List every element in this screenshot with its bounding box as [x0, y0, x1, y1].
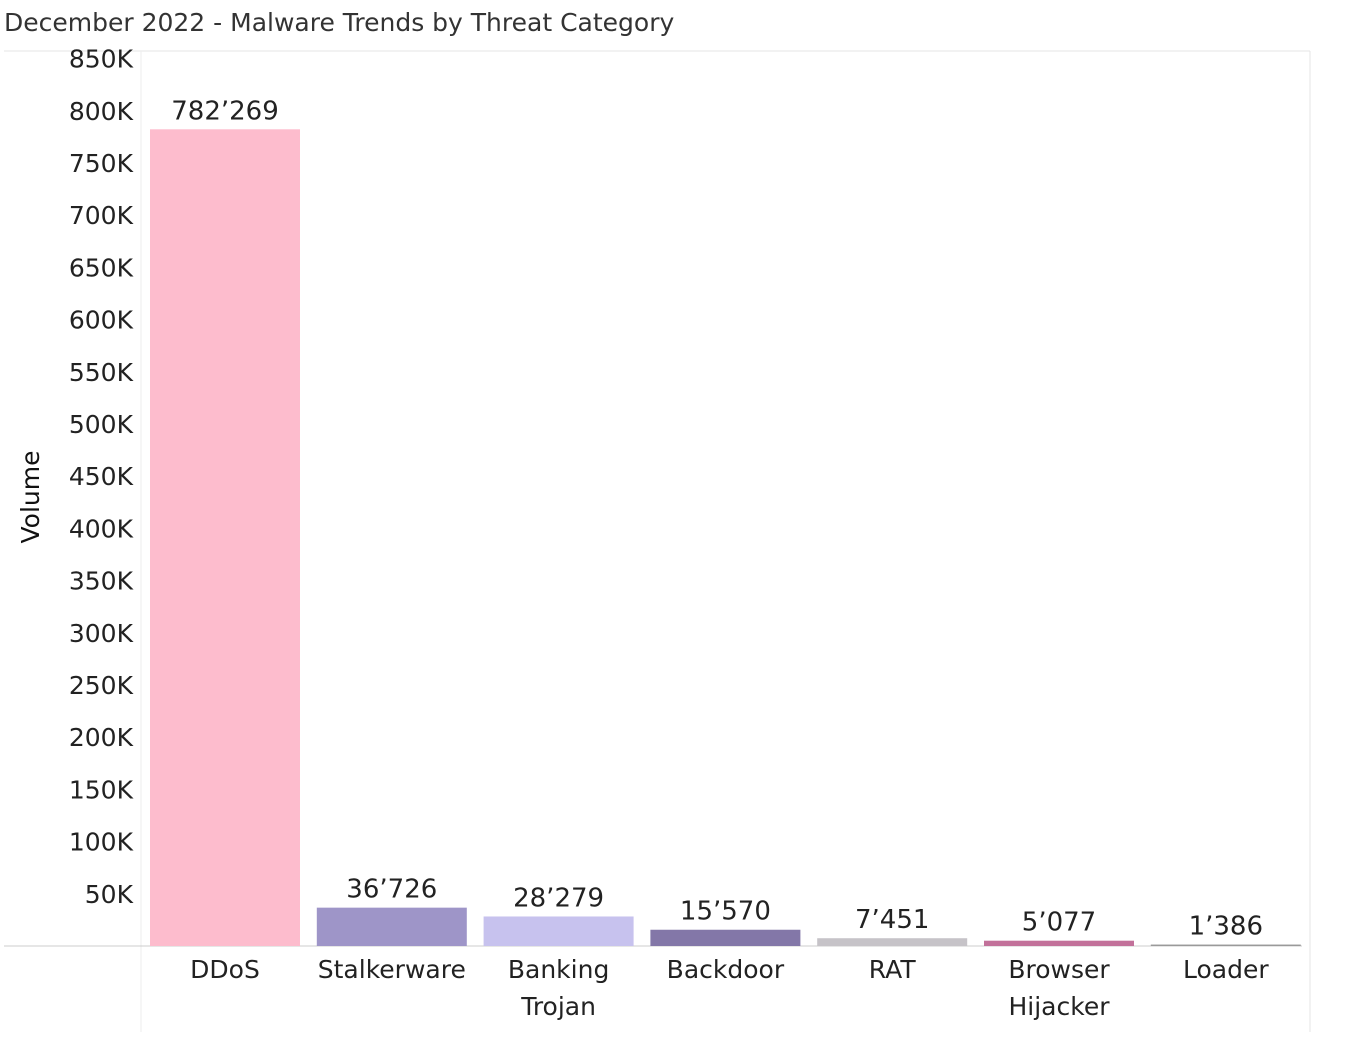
- category-label-line: Banking: [508, 955, 609, 984]
- y-tick-label: 100K: [69, 828, 134, 857]
- bar[interactable]: [150, 129, 300, 946]
- bar[interactable]: [316, 907, 467, 946]
- y-axis-ticks: 50K 100K 150K 200K 250K 300K 350K 400K 450K 500K 5…: [69, 45, 134, 909]
- data-label: 1’386: [1189, 912, 1263, 942]
- category-label: Stalkerware: [318, 955, 466, 984]
- category-label: Browser Hijacker: [1008, 955, 1110, 1021]
- y-tick-label: 200K: [69, 723, 134, 752]
- y-tick-label: 700K: [69, 201, 134, 230]
- bars: [150, 129, 1301, 946]
- data-label: 36’726: [346, 875, 437, 905]
- category-labels: DDoS Stalkerware Banking Trojan Backdoor RAT B…: [190, 955, 1269, 1021]
- y-axis-label: Volume: [16, 451, 45, 544]
- y-tick-label: 350K: [69, 567, 134, 596]
- category-label-line: Stalkerware: [318, 955, 466, 984]
- category-label-line: DDoS: [190, 955, 260, 984]
- category-label-line: Loader: [1183, 955, 1269, 984]
- category-label: DDoS: [190, 955, 260, 984]
- data-label: 15’570: [680, 897, 771, 927]
- y-tick-label: 500K: [69, 410, 134, 439]
- y-tick-label: 850K: [69, 45, 134, 74]
- data-label: 28’279: [513, 883, 604, 913]
- y-tick-label: 650K: [69, 253, 134, 282]
- bar[interactable]: [1150, 944, 1301, 946]
- category-label-line: Trojan: [520, 992, 596, 1021]
- category-label: Backdoor: [667, 955, 785, 984]
- data-label: 782’269: [171, 96, 279, 126]
- y-tick-label: 550K: [69, 358, 134, 387]
- chart-title: December 2022 - Malware Trends by Threat…: [4, 8, 675, 37]
- y-tick-label: 450K: [69, 462, 134, 491]
- category-label-line: Hijacker: [1008, 992, 1110, 1021]
- y-tick-label: 250K: [69, 671, 134, 700]
- y-tick-label: 150K: [69, 775, 134, 804]
- category-label-line: Browser: [1008, 955, 1110, 984]
- y-tick-label: 50K: [85, 880, 134, 909]
- category-label: Loader: [1183, 955, 1269, 984]
- data-label: 7’451: [855, 905, 929, 935]
- data-label: 5’077: [1022, 908, 1096, 938]
- category-label: RAT: [869, 955, 917, 984]
- y-tick-label: 600K: [69, 306, 134, 335]
- y-tick-label: 300K: [69, 619, 134, 648]
- category-label-line: RAT: [869, 955, 917, 984]
- y-tick-label: 800K: [69, 97, 134, 126]
- bar[interactable]: [984, 940, 1134, 946]
- bar[interactable]: [650, 929, 801, 946]
- bar[interactable]: [483, 916, 634, 946]
- category-label: Banking Trojan: [508, 955, 609, 1021]
- bar[interactable]: [817, 938, 968, 946]
- value-labels: 782’269 36’726 28’279 15’570 7’451 5’077 1’386: [171, 96, 1263, 941]
- y-tick-label: 750K: [69, 149, 134, 178]
- category-label-line: Backdoor: [667, 955, 785, 984]
- y-tick-label: 400K: [69, 514, 134, 543]
